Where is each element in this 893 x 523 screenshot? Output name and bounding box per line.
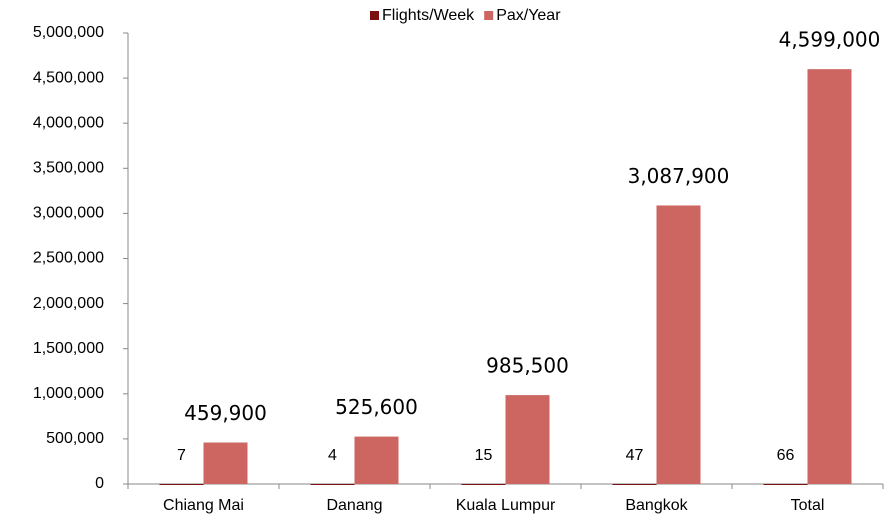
value-label: 525,600 [335,395,418,419]
value-label: 4,599,000 [779,28,881,52]
x-tick-label: Bangkok [625,497,688,514]
value-label: 7 [177,447,186,464]
legend-label: Flights/Week [382,7,475,24]
y-tick-label: 2,000,000 [33,295,104,312]
value-label: 4 [328,447,337,464]
legend-label: Pax/Year [496,7,561,24]
bar [763,483,808,485]
y-tick-label: 5,000,000 [33,24,104,41]
bar [310,483,355,485]
x-tick-label: Kuala Lumpur [456,497,556,514]
value-label: 3,087,900 [628,164,730,188]
y-tick-label: 4,000,000 [33,114,104,131]
y-tick-label: 2,500,000 [33,250,104,267]
y-tick-label: 0 [95,475,104,492]
x-tick-label: Total [791,497,825,514]
bar [505,395,550,484]
bar [461,483,506,485]
bar [159,483,204,485]
x-tick-label: Danang [326,497,382,514]
bar [807,69,852,484]
bar [203,442,248,484]
legend-swatch [370,11,379,20]
y-tick-label: 3,500,000 [33,160,104,177]
value-label: 985,500 [486,354,569,378]
bar [612,483,657,485]
value-label: 459,900 [184,401,267,425]
bar [656,205,701,484]
y-tick-label: 1,500,000 [33,340,104,357]
y-tick-label: 4,500,000 [33,69,104,86]
value-label: 66 [777,447,795,464]
y-tick-label: 3,000,000 [33,205,104,222]
x-tick-label: Chiang Mai [163,497,244,514]
legend-swatch [484,11,494,20]
value-label: 47 [626,447,644,464]
y-tick-label: 1,000,000 [33,385,104,402]
y-tick-label: 500,000 [46,430,104,447]
value-label: 15 [475,447,493,464]
bar [354,436,399,484]
